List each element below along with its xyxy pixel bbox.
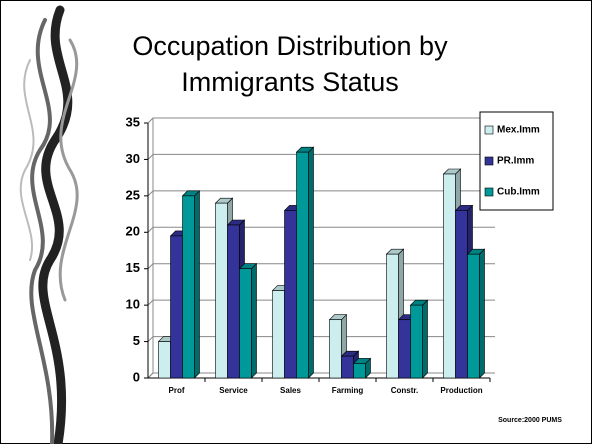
bar	[284, 210, 297, 379]
grid-line	[147, 190, 495, 197]
bar	[341, 355, 354, 379]
y-tick-label: 25	[126, 187, 140, 202]
bar-side	[194, 190, 200, 379]
bar	[215, 202, 228, 379]
y-tick-label: 15	[126, 260, 140, 275]
bar	[410, 304, 423, 379]
x-tick-label: Sales	[280, 386, 301, 395]
bar	[386, 253, 399, 379]
y-tick-label: 0	[133, 369, 140, 384]
bar	[353, 363, 366, 379]
legend-label: PR.Imm	[497, 156, 534, 167]
grid-line	[147, 153, 495, 160]
x-tick-label: Prof	[169, 386, 185, 395]
bar-side	[479, 248, 485, 379]
chart-title: Occupation Distribution by Immigrants St…	[132, 31, 448, 97]
legend-swatch	[484, 187, 494, 197]
grid-line	[147, 336, 495, 342]
legend-label: Mex.Imm	[497, 125, 540, 136]
bar	[296, 151, 309, 379]
y-tick-label: 30	[126, 151, 140, 166]
grid-line	[147, 263, 495, 270]
bar-side	[251, 262, 257, 379]
bar	[467, 253, 480, 379]
smoke-decoration	[19, 5, 79, 444]
legend-swatch	[484, 156, 494, 166]
legend-swatch	[484, 125, 494, 135]
bar-side	[422, 299, 428, 379]
y-tick-label: 10	[126, 297, 140, 312]
bar	[239, 268, 252, 379]
x-tick-label: Service	[219, 386, 248, 395]
bar	[272, 290, 285, 379]
x-tick-label: Constr.	[391, 386, 419, 395]
bar	[398, 319, 411, 379]
grid-line	[147, 372, 495, 379]
x-tick-label: Farming	[332, 386, 364, 395]
bar	[182, 195, 195, 379]
grid-line	[147, 117, 495, 124]
y-tick-label: 5	[133, 333, 140, 348]
legend-label: Cub.Imm	[497, 187, 540, 198]
grid-line	[147, 226, 495, 233]
grid-line	[147, 299, 495, 306]
y-tick-label: 20	[126, 224, 140, 239]
x-tick-label: Production	[440, 386, 482, 395]
source-note: Source:2000 PUMS	[498, 417, 562, 424]
bar	[455, 210, 468, 379]
bar-side	[308, 146, 314, 379]
y-tick-label: 35	[126, 114, 140, 129]
bar	[227, 224, 240, 379]
bar	[170, 235, 183, 379]
bar	[443, 173, 456, 379]
bar	[329, 319, 342, 379]
back-wall	[147, 118, 495, 379]
bar	[158, 341, 171, 379]
